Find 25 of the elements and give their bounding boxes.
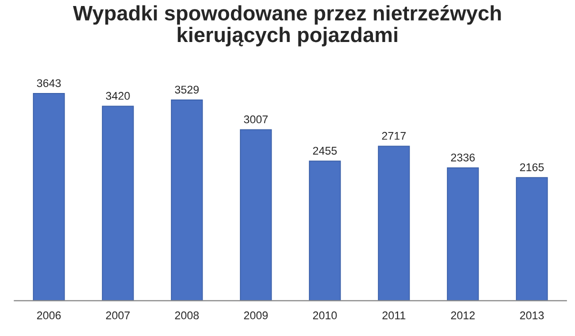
data-label: 2165 xyxy=(520,163,544,172)
bar xyxy=(446,167,479,301)
x-tick-label: 2013 xyxy=(520,311,544,320)
x-tick-label: 2009 xyxy=(244,311,268,320)
chart-title: Wypadki spowodowane przez nietrzeźwych kierujących pojazdami xyxy=(72,5,501,46)
bar xyxy=(102,106,134,301)
x-tick-label: 2006 xyxy=(37,311,61,320)
data-label: 3420 xyxy=(106,92,130,100)
x-tick-label: 2008 xyxy=(175,311,199,320)
bar xyxy=(32,93,65,301)
data-label: 3007 xyxy=(244,115,268,124)
bar xyxy=(516,177,548,301)
bar xyxy=(240,129,272,301)
x-tick-label: 2010 xyxy=(313,311,337,320)
bar xyxy=(170,100,203,301)
data-label: 3529 xyxy=(174,86,199,94)
bar xyxy=(308,160,341,301)
x-tick-label: 2007 xyxy=(106,311,130,320)
data-label: 2455 xyxy=(313,146,337,155)
x-tick-label: 2012 xyxy=(451,311,475,320)
x-tick-label: 2011 xyxy=(382,311,406,320)
data-label: 3643 xyxy=(36,79,61,88)
data-label: 2336 xyxy=(451,154,475,162)
data-label: 2717 xyxy=(382,132,406,140)
bar xyxy=(378,146,410,301)
